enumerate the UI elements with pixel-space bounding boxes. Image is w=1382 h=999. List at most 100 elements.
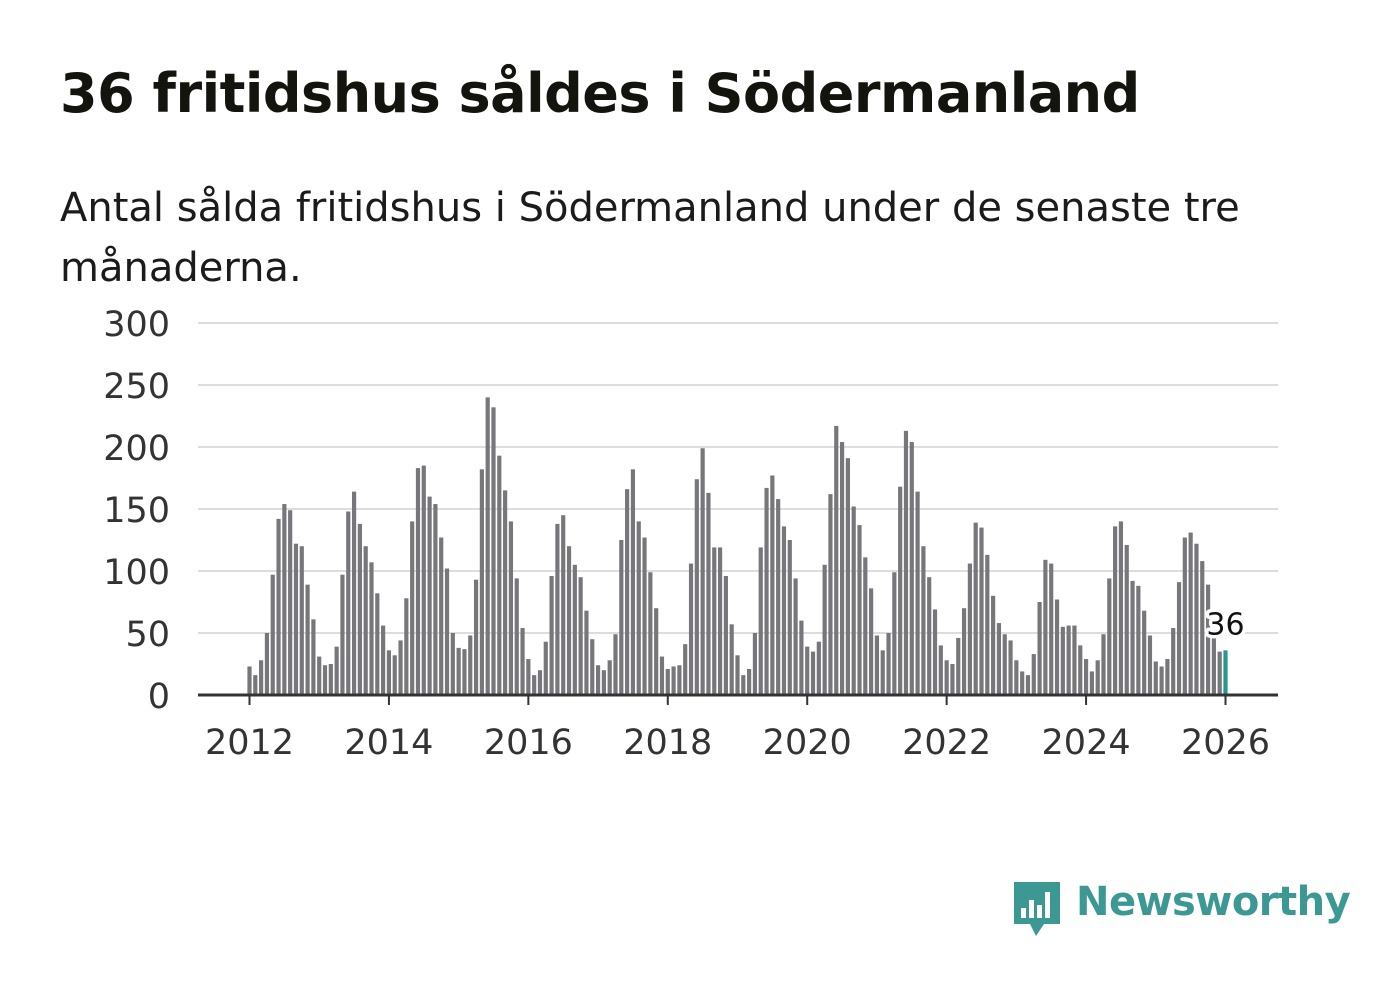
bar <box>665 668 670 695</box>
bar <box>985 554 990 695</box>
bar <box>903 430 909 695</box>
bar <box>1194 543 1199 695</box>
bar <box>869 588 874 695</box>
bar <box>944 660 949 695</box>
bar <box>514 578 519 695</box>
bar <box>816 641 821 695</box>
bar <box>619 540 624 695</box>
bar <box>822 564 827 695</box>
newsworthy-logo: Newsworthy <box>1010 878 1351 940</box>
bar <box>863 557 868 695</box>
bar <box>1049 563 1054 695</box>
bar <box>805 646 810 695</box>
bar <box>1031 654 1036 695</box>
bar <box>1043 559 1048 695</box>
bar <box>601 670 606 695</box>
bar <box>1083 659 1089 695</box>
y-tick-label: 0 <box>148 677 170 717</box>
bar <box>747 668 752 695</box>
bar <box>991 595 996 695</box>
bar <box>770 475 775 695</box>
bar <box>625 489 630 695</box>
bar <box>1014 660 1019 695</box>
bar <box>398 640 403 695</box>
bar <box>590 639 595 695</box>
bar <box>677 665 682 695</box>
bar <box>1124 544 1129 695</box>
bar <box>1142 610 1147 695</box>
bar <box>381 625 386 695</box>
x-tick-label: 2014 <box>344 723 433 763</box>
bar <box>1101 634 1106 695</box>
bar <box>450 633 455 695</box>
bar <box>1182 537 1187 695</box>
bar <box>630 469 636 695</box>
bar <box>1054 599 1060 695</box>
bar <box>357 523 362 695</box>
bar <box>584 610 589 695</box>
bar <box>938 645 943 695</box>
bar <box>886 633 891 695</box>
bar <box>328 664 333 695</box>
bar <box>776 499 781 695</box>
bar <box>1211 636 1216 695</box>
bar <box>834 425 839 695</box>
bar <box>270 574 275 695</box>
bar <box>1002 634 1007 695</box>
bar <box>799 620 804 695</box>
x-tick-label: 2016 <box>484 723 573 763</box>
bar <box>468 635 473 695</box>
bar <box>781 526 787 695</box>
bar <box>375 593 380 695</box>
bar <box>898 486 903 695</box>
bar <box>444 568 450 695</box>
bar <box>415 468 421 695</box>
bar <box>363 546 368 695</box>
bar <box>253 675 258 695</box>
bar <box>520 628 525 695</box>
bar <box>1089 671 1094 695</box>
bar <box>793 578 798 695</box>
bar <box>1171 628 1176 695</box>
bar <box>723 575 728 695</box>
bar <box>613 634 618 695</box>
bar <box>851 506 856 695</box>
bar <box>340 574 345 695</box>
bar <box>659 656 665 695</box>
bar <box>346 511 351 695</box>
bar <box>508 521 514 695</box>
bar <box>317 656 322 695</box>
bar <box>764 487 769 695</box>
bar <box>334 646 339 695</box>
bar <box>1060 626 1065 695</box>
x-tick-label: 2020 <box>763 723 852 763</box>
bar <box>351 491 357 695</box>
bar <box>595 665 601 695</box>
bar <box>439 537 444 695</box>
bar <box>1072 625 1077 695</box>
bar <box>555 523 560 695</box>
bar <box>1176 582 1182 695</box>
bar <box>648 572 653 695</box>
y-tick-label: 100 <box>103 553 170 593</box>
bar <box>572 564 577 695</box>
x-tick-label: 2012 <box>205 723 294 763</box>
y-tick-label: 250 <box>103 367 170 407</box>
bar <box>932 609 938 695</box>
bar <box>479 469 484 695</box>
bar <box>1118 521 1124 695</box>
bar <box>880 650 885 695</box>
bar <box>1107 578 1112 695</box>
bar <box>322 665 328 695</box>
x-tick-label: 2026 <box>1181 723 1270 763</box>
bar <box>299 546 304 695</box>
bar <box>491 407 496 695</box>
bar <box>956 637 961 695</box>
bar <box>276 518 281 695</box>
bar <box>950 664 955 695</box>
bar <box>259 660 264 695</box>
bar <box>410 521 415 695</box>
bar <box>810 651 816 695</box>
bar <box>857 525 862 695</box>
bar <box>845 458 850 695</box>
